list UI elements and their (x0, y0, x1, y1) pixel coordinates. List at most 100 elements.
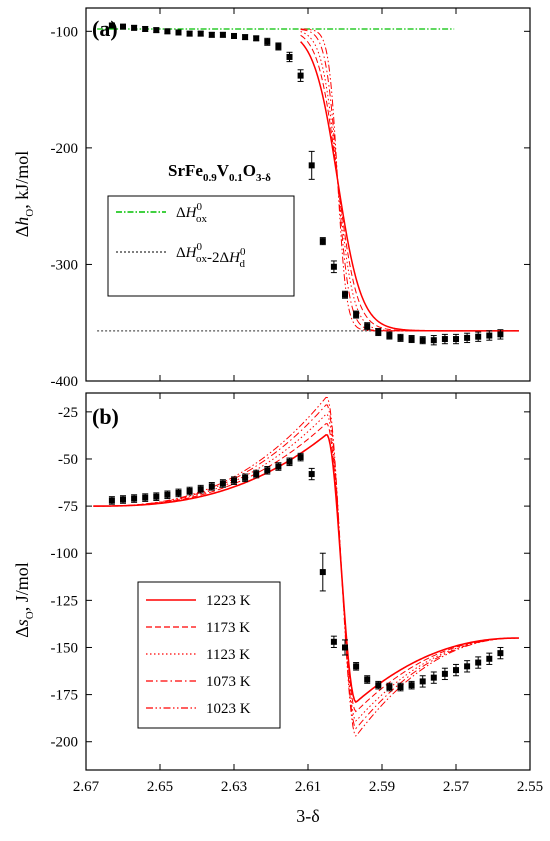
panel-b-xtick-label: 2.57 (443, 779, 470, 795)
panel-a-data-point (430, 337, 437, 344)
panel-a-data-point (497, 331, 504, 338)
y-title-symbol: s (12, 619, 32, 626)
panel-a-tag: (a) (92, 16, 118, 41)
panel-b-ytick-label: -150 (51, 640, 79, 656)
legend-label-part: 0 (197, 201, 203, 213)
panel-a-data-point (120, 23, 126, 30)
panel-b-data-point (375, 682, 382, 689)
panel-b-data-point (208, 483, 215, 490)
compound-text: V (217, 161, 230, 180)
compound-subscript: 3-δ (256, 172, 271, 184)
panel-b-data-point (175, 489, 182, 496)
panel-a-data-point (386, 332, 393, 339)
legend-label-1173: 1173 K (206, 620, 250, 636)
panel-a-data-point (164, 28, 171, 35)
panel-b-data-point (386, 684, 393, 691)
panel-a-data-point (353, 311, 360, 318)
panel-b-data-point (253, 471, 260, 478)
y-title-symbol: h (12, 217, 32, 226)
panel-b-legend: 1223 K 1173 K 1123 K 1073 K 1023 K (137, 581, 281, 729)
legend-label-part: H (228, 250, 241, 266)
panel-a-data-point (219, 31, 226, 38)
panel-a-data-point (375, 329, 382, 336)
panel-b-tag: (b) (92, 404, 119, 429)
panel-b-ytick-label: -50 (58, 452, 78, 468)
panel-b-data-point (353, 663, 360, 670)
model-curve-1023 (300, 28, 519, 332)
panel-a-data-point (253, 35, 260, 42)
model-curve-1173 (300, 34, 519, 332)
model-curve-1123 (300, 31, 519, 332)
panel-a-data-point (342, 291, 348, 298)
panel-b-data-point (219, 480, 226, 487)
x-axis-title: 3-δ (296, 806, 319, 826)
legend-label-part: H (185, 245, 198, 261)
panel-b-data-point (430, 674, 437, 681)
panel-b-ytick-label: -125 (51, 593, 79, 609)
y-title-unit: , J/mol (12, 562, 32, 611)
panel-a-data-point (242, 34, 249, 41)
series-line-1123 (93, 413, 519, 722)
y-title-subscript: O (24, 209, 36, 217)
panel-a-axes: -100 -200 -300 -400 (51, 8, 531, 390)
model-curve-1073 (300, 29, 519, 332)
panel-b-ytick-label: -175 (51, 688, 79, 704)
panel-a-data-point (231, 32, 237, 39)
panel-a-data-point (175, 29, 182, 36)
series-line-1073 (93, 404, 519, 730)
panel-a-data-point (197, 30, 204, 37)
legend-label-1073: 1073 K (206, 674, 251, 690)
series-line-1223 (93, 434, 519, 704)
legend-label-part: Δ (176, 245, 186, 261)
panel-b-data-point (142, 494, 149, 501)
legend-label-1023: 1023 K (206, 701, 251, 717)
legend-label-part: H (185, 205, 198, 221)
compound-annotation: SrFe0.9V0.1O3-δ (168, 161, 271, 184)
panel-a-data-point (142, 25, 149, 32)
panel-b-data-point (297, 454, 304, 461)
panel-b-xtick-label: 2.59 (369, 779, 395, 795)
panel-b-data-point (441, 670, 448, 677)
panel-a-ytick-label: -100 (51, 24, 79, 40)
panel-b-xtick-label: 2.61 (295, 779, 321, 795)
panel-a-data-point (397, 334, 404, 341)
panel-a-data-point (475, 333, 482, 340)
panel-b-data-point (464, 663, 471, 670)
compound-text: O (243, 161, 256, 180)
panel-b-ytick-label: -25 (58, 405, 78, 421)
legend-label: ΔH0 ox (176, 201, 208, 225)
panel-b-data-point (419, 678, 426, 685)
panel-b-data-point (486, 655, 493, 662)
y-title-delta: Δ (12, 226, 32, 238)
legend-label-part: -2Δ (207, 250, 229, 266)
legend-label-part: 0 (240, 246, 246, 258)
panel-a-data-point (319, 238, 326, 245)
legend-label-part: ox (196, 213, 208, 225)
panel-b-data-point (120, 496, 126, 503)
panel-b-data-point (497, 650, 504, 657)
panel-a-data-point (364, 323, 371, 330)
panel-b-data-point (164, 491, 171, 498)
panel-b-data-point (330, 638, 337, 645)
panel-a-data-point (486, 332, 493, 339)
panel-b-y-axis-title: ΔsO, J/mol (12, 562, 36, 638)
panel-b-data-point (342, 644, 348, 651)
series-line-1173 (93, 423, 519, 713)
legend-label-part: ox (196, 253, 208, 265)
panel-b-xtick-label: 2.63 (221, 779, 247, 795)
panel-a-data-point (330, 263, 337, 270)
panel-a-data-point (408, 336, 415, 343)
panel-a-data-point (441, 336, 448, 343)
panel-b-data-point (364, 676, 371, 683)
panel-b-data-point (286, 458, 293, 465)
panel-a-data-point (308, 162, 315, 169)
panel-a-y-axis-title: ΔhO, kJ/mol (12, 151, 36, 238)
panel-a-frame (85, 7, 531, 382)
panel-b-data-point (319, 569, 326, 576)
panel-a-data-point (208, 31, 215, 38)
panel-b-ytick-label: -200 (51, 735, 79, 751)
panel-a-data-point (286, 53, 293, 60)
legend-label-part: d (240, 258, 246, 270)
panel-a-data-point (108, 22, 115, 29)
